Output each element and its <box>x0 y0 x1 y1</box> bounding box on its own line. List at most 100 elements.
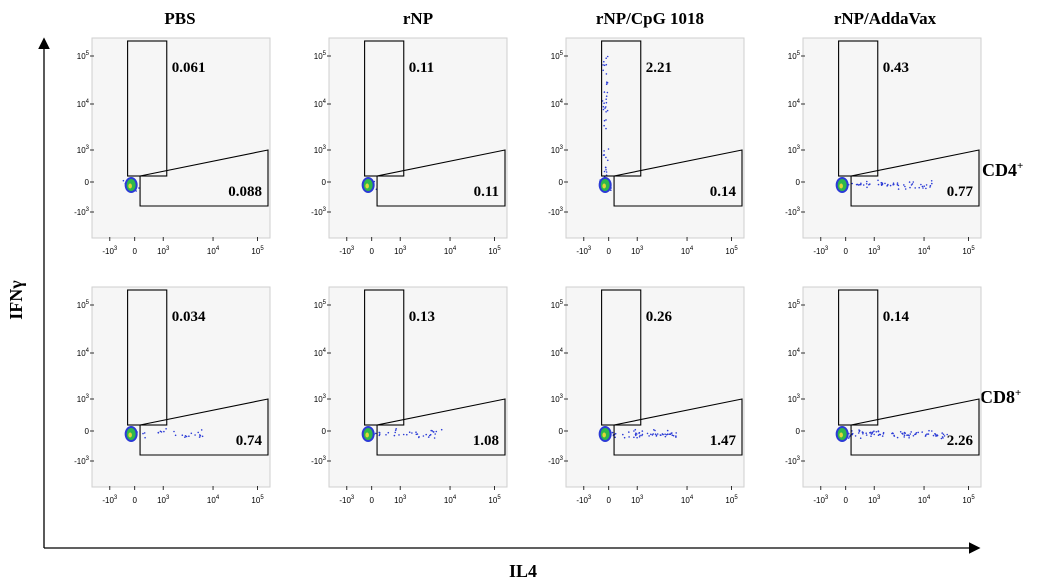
y-tick-label: 105 <box>77 51 90 61</box>
y-tick-label: 103 <box>551 394 564 404</box>
event-dot <box>908 437 910 439</box>
event-dot <box>607 148 610 150</box>
event-dot <box>603 91 606 93</box>
y-tick-label: -103 <box>785 207 801 217</box>
ifng-gate <box>838 40 879 177</box>
event-dot <box>851 433 854 435</box>
event-dot <box>929 184 932 187</box>
event-dot <box>910 431 912 433</box>
ifng-gate-percent: 2.21 <box>646 60 672 76</box>
x-tick-label: 0 <box>843 496 848 505</box>
event-dot <box>605 83 608 85</box>
x-tick-label: 104 <box>918 495 931 505</box>
event-dot <box>929 186 931 188</box>
plot-panel: 105 104 103 0 -103 -103 0 103 104 105 0.14 2.26 <box>785 286 982 505</box>
y-tick-label: 103 <box>314 394 327 404</box>
event-dot <box>157 432 160 434</box>
event-dot <box>907 434 909 436</box>
event-dot <box>190 432 193 435</box>
event-dot <box>165 428 167 430</box>
x-tick-label: -103 <box>813 495 829 505</box>
event-cluster-core <box>839 183 843 189</box>
event-dot <box>880 182 883 184</box>
event-dot <box>931 182 933 185</box>
y-tick-label: -103 <box>74 207 90 217</box>
event-dot <box>408 431 411 434</box>
il4-gate <box>376 149 506 207</box>
event-dot <box>605 156 607 159</box>
event-dot <box>636 433 638 435</box>
event-dot <box>921 185 924 188</box>
event-dot <box>669 433 672 436</box>
event-dot <box>865 432 867 435</box>
x-tick-label: 0 <box>369 496 374 505</box>
event-dot <box>892 183 894 186</box>
event-dot <box>428 434 431 437</box>
x-tick-label: 0 <box>606 496 611 505</box>
event-dot <box>433 437 436 439</box>
event-dot <box>671 434 674 437</box>
event-dot <box>651 434 654 436</box>
event-dot <box>188 435 190 438</box>
event-dot <box>633 436 635 439</box>
event-dot <box>606 81 608 83</box>
row-label-cd8: CD8+ <box>980 387 1021 407</box>
event-dot <box>402 433 405 436</box>
event-dot <box>378 434 381 437</box>
y-tick-label: 0 <box>559 178 564 187</box>
il4-gate <box>139 398 269 456</box>
event-dot <box>605 73 608 75</box>
event-dot <box>908 181 911 183</box>
column-header-rnp: rNP <box>403 9 433 28</box>
event-dot <box>398 434 400 436</box>
event-dot <box>943 435 946 437</box>
event-dot <box>942 433 945 436</box>
event-dot <box>920 183 922 186</box>
event-dot <box>646 432 649 435</box>
event-dot <box>861 431 864 433</box>
ifng-gate-percent: 0.43 <box>883 60 909 76</box>
event-dot <box>869 183 871 185</box>
event-dot <box>603 124 605 127</box>
event-dot <box>605 63 608 66</box>
il4-gate-percent: 0.74 <box>236 433 263 449</box>
event-dot <box>909 186 911 189</box>
event-dot <box>603 64 606 67</box>
event-dot <box>425 433 428 436</box>
event-dot <box>896 182 899 184</box>
x-tick-label: 105 <box>251 495 264 505</box>
event-dot <box>912 435 915 437</box>
event-dot <box>909 433 912 435</box>
event-dot <box>427 436 430 438</box>
plot-area <box>329 287 507 487</box>
event-dot <box>418 436 420 438</box>
y-tick-label: -103 <box>74 456 90 466</box>
ifng-gate-percent: 0.13 <box>409 309 435 325</box>
event-dot <box>882 433 885 435</box>
event-dot <box>865 434 868 436</box>
event-dot <box>862 184 865 186</box>
event-dot <box>848 436 851 438</box>
event-dot <box>605 171 608 173</box>
x-tick-label: -103 <box>339 246 355 256</box>
x-tick-label: 104 <box>681 495 694 505</box>
plot-frame <box>328 286 508 488</box>
event-dot <box>634 428 637 431</box>
y-tick-label: 105 <box>551 300 564 310</box>
event-dot <box>675 435 677 437</box>
event-cluster-core <box>365 432 369 438</box>
y-tick-label: 0 <box>559 427 564 436</box>
y-tick-label: 105 <box>551 51 564 61</box>
event-dot <box>606 55 609 58</box>
event-dot <box>906 434 908 437</box>
event-dot <box>605 101 608 104</box>
plot-panel: 105 104 103 0 -103 -103 0 103 104 105 2.21 0.14 <box>548 37 745 256</box>
event-dot <box>859 437 862 440</box>
event-dot <box>633 430 635 432</box>
event-dot <box>184 435 187 437</box>
event-dot <box>893 435 896 437</box>
y-tick-label: 105 <box>314 300 327 310</box>
event-dot <box>603 150 605 152</box>
y-tick-label: -103 <box>548 456 564 466</box>
x-tick-label: -103 <box>576 246 592 256</box>
